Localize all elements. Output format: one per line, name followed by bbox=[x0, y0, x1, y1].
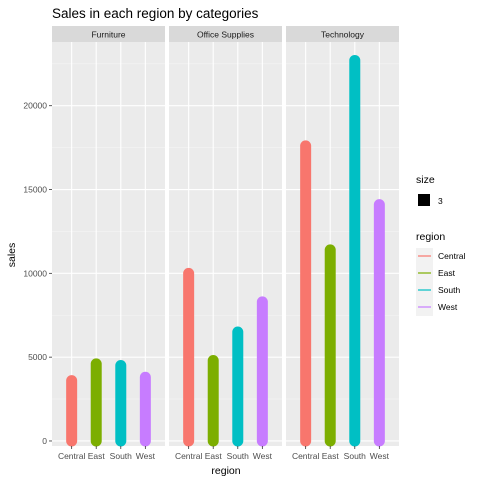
legend-size-label: 3 bbox=[438, 196, 443, 206]
bar-west bbox=[139, 371, 151, 447]
legend-entries: Central East South West bbox=[416, 248, 466, 316]
facet-label: Office Supplies bbox=[197, 30, 254, 40]
facet-strip bbox=[52, 26, 165, 42]
facet-strip bbox=[169, 26, 282, 42]
x-tick-label: East bbox=[322, 451, 340, 461]
chart-title: Sales in each region by categories bbox=[52, 6, 259, 21]
bar-west bbox=[256, 296, 268, 447]
x-axis-title: region bbox=[211, 465, 240, 477]
x-tick-label: Central bbox=[292, 451, 320, 461]
bar-central bbox=[300, 140, 312, 447]
legend: size 3 region Central East South West bbox=[416, 174, 466, 316]
facet-label: Technology bbox=[321, 30, 365, 40]
bar-west bbox=[373, 199, 385, 447]
y-tick-label: 15000 bbox=[23, 185, 47, 195]
y-tick-label: 5000 bbox=[28, 352, 47, 362]
bar-east bbox=[207, 355, 219, 447]
facet-panel-furniture: Furniture Central East South West bbox=[52, 26, 165, 461]
x-tick-label: South bbox=[227, 451, 249, 461]
legend-label-east: East bbox=[438, 268, 456, 278]
y-tick-label: 0 bbox=[42, 436, 47, 446]
x-tick-label: West bbox=[253, 451, 273, 461]
legend-label-west: West bbox=[438, 302, 458, 312]
x-tick-label: West bbox=[136, 451, 156, 461]
x-tick-label: East bbox=[88, 451, 106, 461]
bar-east bbox=[90, 358, 102, 447]
y-tick-label: 20000 bbox=[23, 101, 47, 111]
facet-panel-technology: Technology Central East South West bbox=[286, 26, 399, 461]
legend-label-south: South bbox=[438, 285, 460, 295]
facet-panel-office-supplies: Office Supplies Central East South West bbox=[169, 26, 282, 461]
facet-strip bbox=[286, 26, 399, 42]
x-tick-label: South bbox=[110, 451, 132, 461]
x-tick-label: Central bbox=[58, 451, 86, 461]
legend-size-title: size bbox=[416, 174, 435, 186]
bar-central bbox=[183, 267, 195, 447]
bar-south bbox=[232, 326, 244, 447]
y-axis-title: sales bbox=[6, 243, 18, 268]
x-tick-label: East bbox=[205, 451, 223, 461]
facet-label: Furniture bbox=[91, 30, 125, 40]
y-tick-label: 10000 bbox=[23, 268, 47, 278]
legend-label-central: Central bbox=[438, 251, 466, 261]
y-axis: 0 5000 10000 15000 20000 bbox=[23, 101, 52, 446]
bar-south bbox=[115, 360, 127, 447]
x-tick-label: West bbox=[370, 451, 390, 461]
legend-color-title: region bbox=[416, 231, 445, 243]
bar-east bbox=[324, 244, 336, 447]
legend-size-key bbox=[418, 194, 430, 206]
x-tick-label: Central bbox=[175, 451, 203, 461]
bar-central bbox=[66, 375, 78, 447]
bar-south bbox=[349, 54, 361, 447]
x-tick-label: South bbox=[344, 451, 366, 461]
